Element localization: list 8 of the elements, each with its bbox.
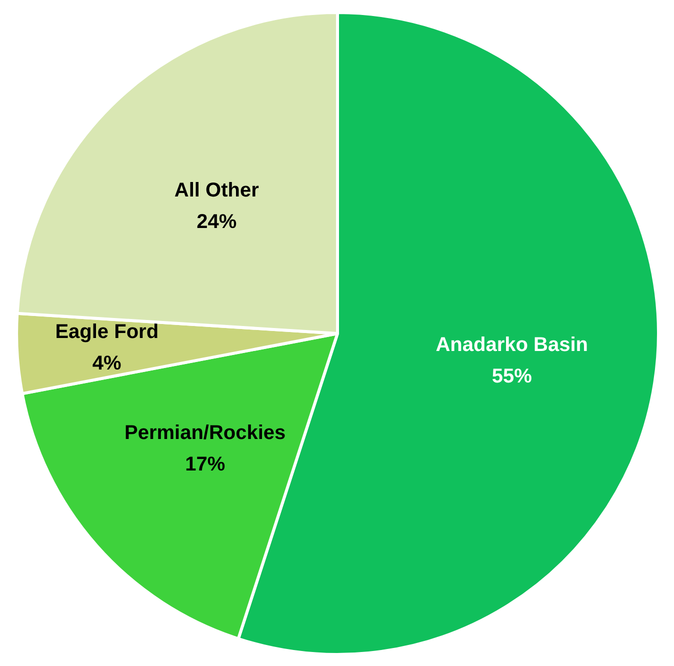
data-label: 55% (492, 366, 532, 388)
data-label: 24% (196, 211, 237, 234)
slice-label: Permian/Rockies (124, 422, 286, 444)
data-label: 17% (185, 454, 226, 476)
slice-label: Anadarko Basin (436, 334, 588, 356)
slice-label: All Other (174, 179, 260, 202)
slice-label: Eagle Ford (55, 320, 159, 343)
data-label: 4% (92, 352, 122, 375)
